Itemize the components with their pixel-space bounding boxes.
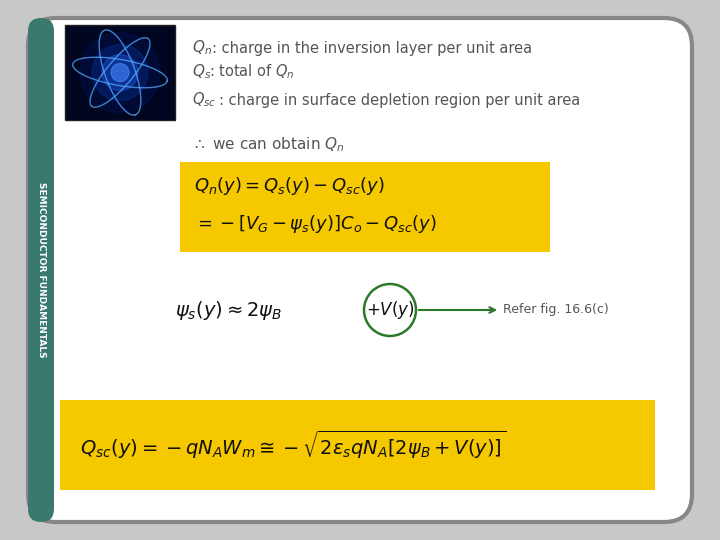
FancyBboxPatch shape — [28, 18, 54, 522]
Text: Refer fig. 16.6(c): Refer fig. 16.6(c) — [503, 303, 608, 316]
Circle shape — [80, 32, 160, 112]
FancyBboxPatch shape — [28, 18, 692, 522]
Text: : total of $Q_n$: : total of $Q_n$ — [209, 63, 294, 82]
Text: $\psi_s(y) \approx 2\psi_B$: $\psi_s(y) \approx 2\psi_B$ — [175, 299, 282, 321]
Text: $= -[V_G - \psi_s(y)]C_o - Q_{sc}(y)$: $= -[V_G - \psi_s(y)]C_o - Q_{sc}(y)$ — [194, 213, 437, 235]
Text: $Q_n(y) = Q_s(y) - Q_{sc}(y)$: $Q_n(y) = Q_s(y) - Q_{sc}(y)$ — [194, 175, 384, 197]
FancyBboxPatch shape — [180, 162, 550, 252]
Circle shape — [364, 284, 416, 336]
FancyBboxPatch shape — [65, 25, 175, 120]
FancyBboxPatch shape — [60, 400, 655, 490]
Text: SEMICONDUCTOR FUNDAMENTALS: SEMICONDUCTOR FUNDAMENTALS — [37, 182, 45, 358]
Text: $Q_n$: $Q_n$ — [192, 39, 212, 57]
Circle shape — [102, 55, 138, 91]
Text: $\therefore$ we can obtain $Q_n$: $\therefore$ we can obtain $Q_n$ — [192, 136, 345, 154]
Text: $Q_s$: $Q_s$ — [192, 63, 211, 82]
Text: $Q_{sc}(y) = -qN_AW_m \cong -\sqrt{2\varepsilon_s qN_A\left[2\psi_B + V(y)\right: $Q_{sc}(y) = -qN_AW_m \cong -\sqrt{2\var… — [80, 429, 506, 461]
Text: : charge in surface depletion region per unit area: : charge in surface depletion region per… — [219, 92, 580, 107]
Circle shape — [111, 64, 129, 82]
Text: $Q_{sc}$: $Q_{sc}$ — [192, 91, 216, 109]
Text: : charge in the inversion layer per unit area: : charge in the inversion layer per unit… — [212, 40, 532, 56]
Text: $+V(y)$: $+V(y)$ — [366, 299, 414, 321]
Circle shape — [92, 44, 148, 100]
